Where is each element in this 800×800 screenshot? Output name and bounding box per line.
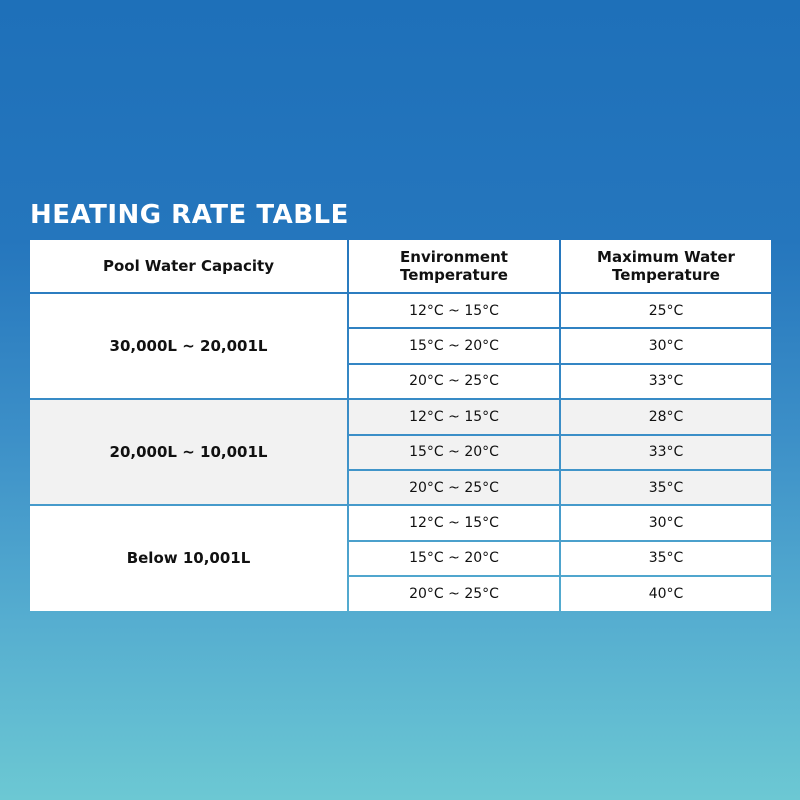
header-max-line2: Temperature (612, 266, 720, 284)
max-temp-cell: 30°C (561, 329, 771, 363)
header-max-line1: Maximum Water (597, 248, 735, 266)
env-temp-cell: 15°C ~ 20°C (349, 541, 559, 576)
header-environment-line1: Environment (400, 248, 508, 266)
max-temp-cell: 33°C (561, 364, 771, 399)
header-environment-temperature: Environment Temperature (349, 240, 559, 292)
heating-rate-table: Pool Water Capacity Environment Temperat… (30, 240, 771, 611)
header-capacity: Pool Water Capacity (30, 240, 347, 292)
env-temp-cell: 20°C ~ 25°C (349, 470, 559, 505)
env-temp-cell: 12°C ~ 15°C (349, 294, 559, 328)
env-temp-cell: 12°C ~ 15°C (349, 506, 559, 540)
max-temp-cell: 35°C (561, 470, 771, 505)
max-temp-cell: 35°C (561, 541, 771, 576)
max-temp-cell: 25°C (561, 294, 771, 328)
capacity-group-1: 30,000L ~ 20,001L (30, 294, 347, 399)
env-temp-cell: 15°C ~ 20°C (349, 329, 559, 363)
header-environment-line2: Temperature (400, 266, 508, 284)
capacity-group-3: Below 10,001L (30, 506, 347, 611)
env-temp-cell: 20°C ~ 25°C (349, 364, 559, 399)
capacity-group-2: 20,000L ~ 10,001L (30, 400, 347, 505)
env-temp-cell: 20°C ~ 25°C (349, 577, 559, 611)
max-temp-cell: 30°C (561, 506, 771, 540)
max-temp-cell: 33°C (561, 435, 771, 469)
header-max-water-temperature: Maximum Water Temperature (561, 240, 771, 292)
env-temp-cell: 12°C ~ 15°C (349, 400, 559, 434)
page-title: HEATING RATE TABLE (30, 200, 349, 230)
env-temp-cell: 15°C ~ 20°C (349, 435, 559, 469)
max-temp-cell: 28°C (561, 400, 771, 434)
max-temp-cell: 40°C (561, 577, 771, 611)
